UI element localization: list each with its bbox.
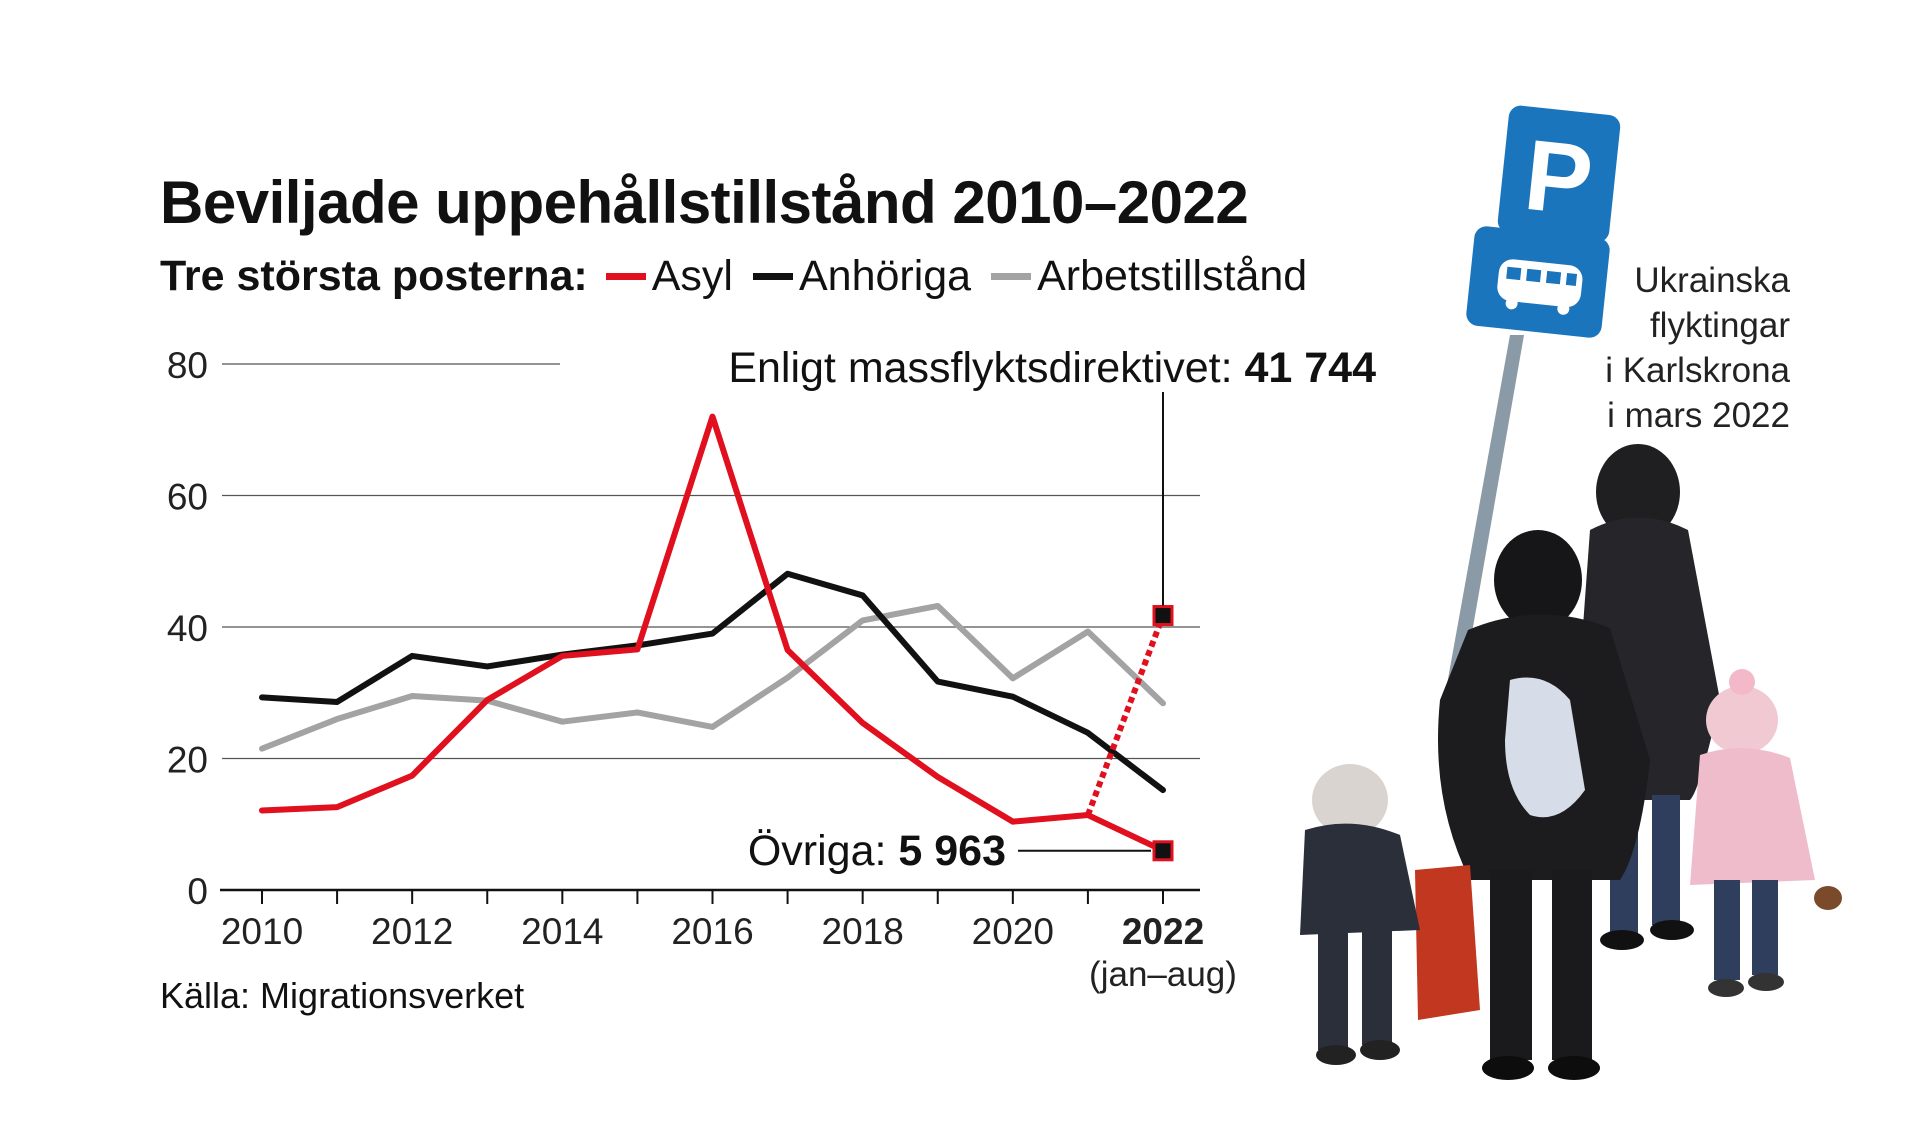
svg-text:P: P bbox=[1520, 119, 1598, 237]
massflykt-label: Enligt massflyktsdirektivet: bbox=[728, 344, 1244, 392]
source-note: Källa: Migrationsverket bbox=[160, 975, 525, 1016]
legend-item-anhoriga: Anhöriga bbox=[752, 252, 972, 301]
parking-sign-icon: P bbox=[1497, 105, 1621, 243]
legend-label-asyl: Asyl bbox=[651, 252, 733, 300]
massflykt-dotted-line bbox=[1085, 614, 1166, 817]
x-tick-label: 2010 bbox=[221, 911, 303, 952]
y-tick-label: 0 bbox=[187, 871, 208, 912]
refugee-family-icon bbox=[1300, 444, 1842, 1080]
photo-illustration: P bbox=[1300, 105, 1842, 1080]
ovriga-label: Övriga: bbox=[748, 827, 899, 875]
sign-pole bbox=[1446, 335, 1524, 690]
chart-title: Beviljade uppehållstillstånd 2010–2022 bbox=[160, 169, 1249, 236]
series-line-anhriga bbox=[259, 570, 1166, 794]
massflykt-marker bbox=[1152, 605, 1174, 627]
photo-caption-line: flyktingar bbox=[1649, 306, 1790, 345]
massflykt-value: 41 744 bbox=[1244, 344, 1376, 392]
legend-swatch-anhoriga bbox=[752, 273, 793, 280]
y-tick-label: 40 bbox=[167, 608, 208, 649]
ovriga-annotation: Övriga: 5 963 bbox=[748, 827, 1006, 875]
legend-lead: Tre största posterna: bbox=[160, 252, 588, 300]
y-tick-label: 60 bbox=[167, 477, 208, 518]
x-tick-sublabel: (jan–aug) bbox=[1089, 955, 1237, 994]
legend-item-asyl: Asyl bbox=[605, 252, 733, 301]
legend-swatch-arbetstillstand bbox=[991, 273, 1032, 280]
ovriga-marker bbox=[1152, 840, 1174, 862]
series-line-arbetstillstnd bbox=[259, 602, 1166, 752]
y-tick-label: 80 bbox=[167, 345, 208, 386]
x-tick-label: 2012 bbox=[371, 911, 453, 952]
massflykt-annotation: Enligt massflyktsdirektivet: 41 744 bbox=[728, 344, 1376, 392]
x-tick-label: 2020 bbox=[972, 911, 1054, 952]
legend-label-anhoriga: Anhöriga bbox=[798, 252, 972, 300]
y-tick-label: 20 bbox=[167, 740, 208, 781]
x-tick-label: 2014 bbox=[521, 911, 603, 952]
series-line-asyl bbox=[259, 413, 1166, 854]
legend-swatch-asyl bbox=[605, 273, 646, 280]
x-tick-label: 2016 bbox=[671, 911, 753, 952]
x-tick-label: 2018 bbox=[822, 911, 904, 952]
photo-caption-line: Ukrainska bbox=[1634, 261, 1790, 300]
legend-item-arbetstillstand: Arbetstillstånd bbox=[991, 252, 1307, 301]
bus-sign-icon bbox=[1466, 226, 1610, 338]
legend-label-arbetstillstand: Arbetstillstånd bbox=[1037, 252, 1308, 300]
photo-caption: Ukrainska flyktingar i Karlskrona i mars… bbox=[1530, 258, 1790, 438]
photo-caption-line: i Karlskrona bbox=[1605, 351, 1790, 390]
photo-caption-line: i mars 2022 bbox=[1607, 396, 1790, 435]
legend: Tre största posterna: Asyl Anhöriga Arbe… bbox=[160, 252, 1327, 301]
ovriga-value: 5 963 bbox=[898, 827, 1006, 875]
x-tick-label: 2022 bbox=[1122, 911, 1204, 952]
